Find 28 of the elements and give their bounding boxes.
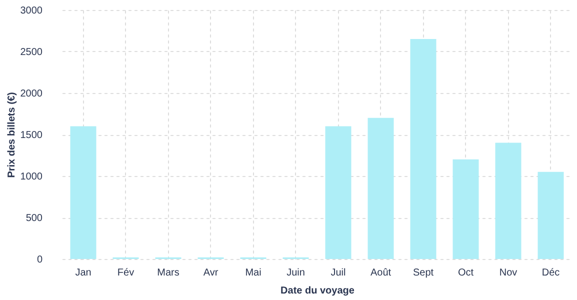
x-tick-label: Jan [75, 268, 92, 278]
bar [70, 126, 96, 259]
x-tick-label: Déc [542, 268, 560, 278]
x-tick-label: Juin [286, 268, 305, 278]
bar [368, 118, 394, 259]
bar [452, 159, 479, 259]
bar [410, 39, 436, 259]
x-tick-label: Sept [412, 268, 434, 278]
y-tick-label: 2500 [20, 47, 43, 58]
bar [538, 172, 564, 259]
y-tick-label: 1000 [20, 172, 43, 182]
y-tick-label: 0 [36, 254, 43, 266]
x-tick-label: Avr [203, 268, 219, 278]
y-axis-title: Prix des billets (€) [6, 92, 18, 178]
x-tick-label: Juil [330, 268, 346, 278]
x-tick-label: Nov [499, 268, 518, 278]
y-tick-label: 3000 [20, 6, 43, 16]
y-tick-label: 2000 [20, 88, 43, 100]
y-tick-label: 1500 [20, 130, 43, 141]
x-tick-label: Mars [157, 268, 180, 278]
x-tick-label: Oct [458, 268, 474, 278]
x-axis-title: Date du voyage [280, 286, 355, 296]
y-tick-label: 500 [26, 213, 43, 224]
x-tick-label: Fév [117, 268, 134, 278]
x-tick-label: Août [370, 268, 392, 278]
x-tick-label: Mai [245, 268, 262, 278]
bar [495, 142, 522, 259]
bar [325, 126, 352, 259]
